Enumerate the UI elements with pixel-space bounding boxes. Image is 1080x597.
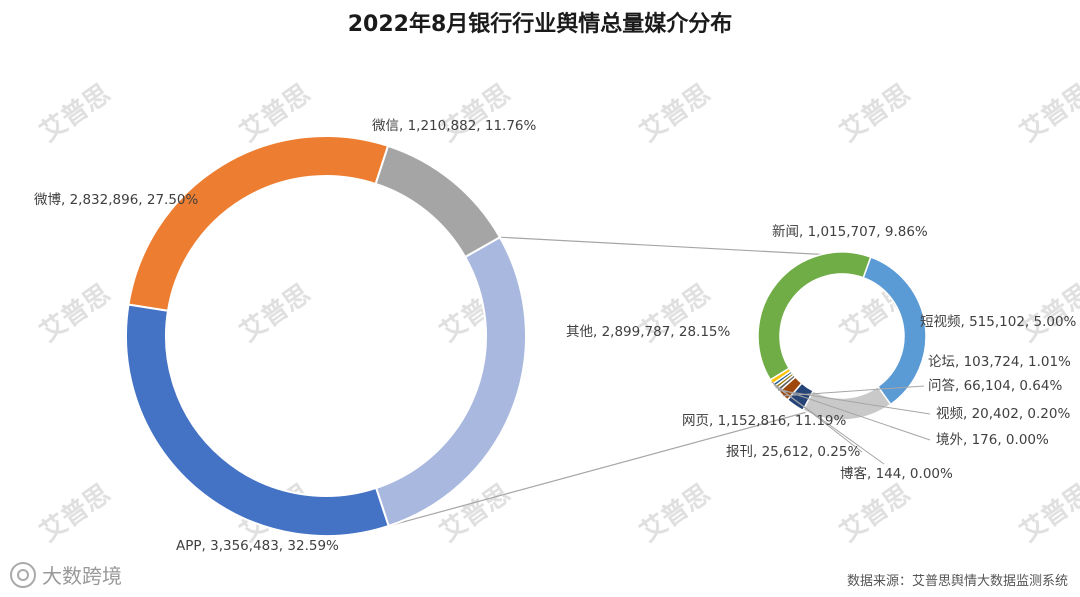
- sub-label-4: 视频, 20,402, 0.20%: [936, 406, 1070, 422]
- watermark-text: 艾普思: [634, 78, 716, 148]
- connector-top: [499, 236, 871, 258]
- sub-leader-5: [775, 387, 931, 441]
- watermark-text: 艾普思: [834, 478, 916, 548]
- sub-label-8: 网页, 1,152,816, 11.19%: [682, 413, 847, 429]
- sub-label-6: 博客, 144, 0.00%: [840, 465, 953, 482]
- sub-label-0: 新闻, 1,015,707, 9.86%: [772, 224, 928, 240]
- watermark-text: 艾普思: [1014, 478, 1080, 548]
- sub-label-7: 报刊, 25,612, 0.25%: [726, 444, 860, 460]
- sub-label-1: 短视频, 515,102, 5.00%: [920, 314, 1077, 330]
- watermark-text: 艾普思: [34, 278, 116, 348]
- sub-label-3: 问答, 66,104, 0.64%: [928, 377, 1062, 394]
- sub-label-5: 境外, 176, 0.00%: [936, 432, 1049, 448]
- secondary-donut: [757, 251, 927, 421]
- brand-icon: [10, 561, 36, 588]
- main-label-0: 其他, 2,899,787, 28.15%: [566, 324, 731, 340]
- sub-slice-8: [757, 251, 872, 381]
- main-slice-2: [127, 135, 390, 312]
- main-label-1: APP, 3,356,483, 32.59%: [176, 538, 339, 554]
- watermark-text: 艾普思: [34, 478, 116, 548]
- brand-label: 大数跨境: [42, 564, 122, 588]
- sub-leader-7: [771, 381, 863, 453]
- watermark-text: 艾普思: [234, 278, 316, 348]
- watermark-text: 艾普思: [634, 478, 716, 548]
- brand-logo: 大数跨境: [10, 560, 122, 589]
- slice-labels: 其他, 2,899,787, 28.15% APP, 3,356,483, 32.…: [34, 118, 1077, 554]
- main-donut: [125, 135, 527, 537]
- main-label-3: 微信, 1,210,882, 11.76%: [372, 118, 537, 134]
- data-source-note: 数据来源：艾普思舆情大数据监测系统: [846, 574, 1068, 589]
- chart-title: 2022年8月银行行业舆情总量媒介分布: [347, 12, 733, 37]
- watermark-text: 艾普思: [434, 78, 516, 148]
- main-slice-3: [374, 144, 502, 259]
- connector-bottom: [388, 411, 807, 527]
- main-label-2: 微博, 2,832,896, 27.50%: [34, 191, 199, 208]
- main-slice-0: [374, 235, 527, 528]
- connector-lines: [388, 236, 871, 527]
- sub-label-2: 论坛, 103,724, 1.01%: [928, 354, 1071, 370]
- watermark-text: 艾普思: [834, 78, 916, 148]
- watermark-text: 艾普思: [34, 78, 116, 148]
- sub-leader-4: [777, 389, 931, 415]
- watermark-text: 艾普思: [1014, 78, 1080, 148]
